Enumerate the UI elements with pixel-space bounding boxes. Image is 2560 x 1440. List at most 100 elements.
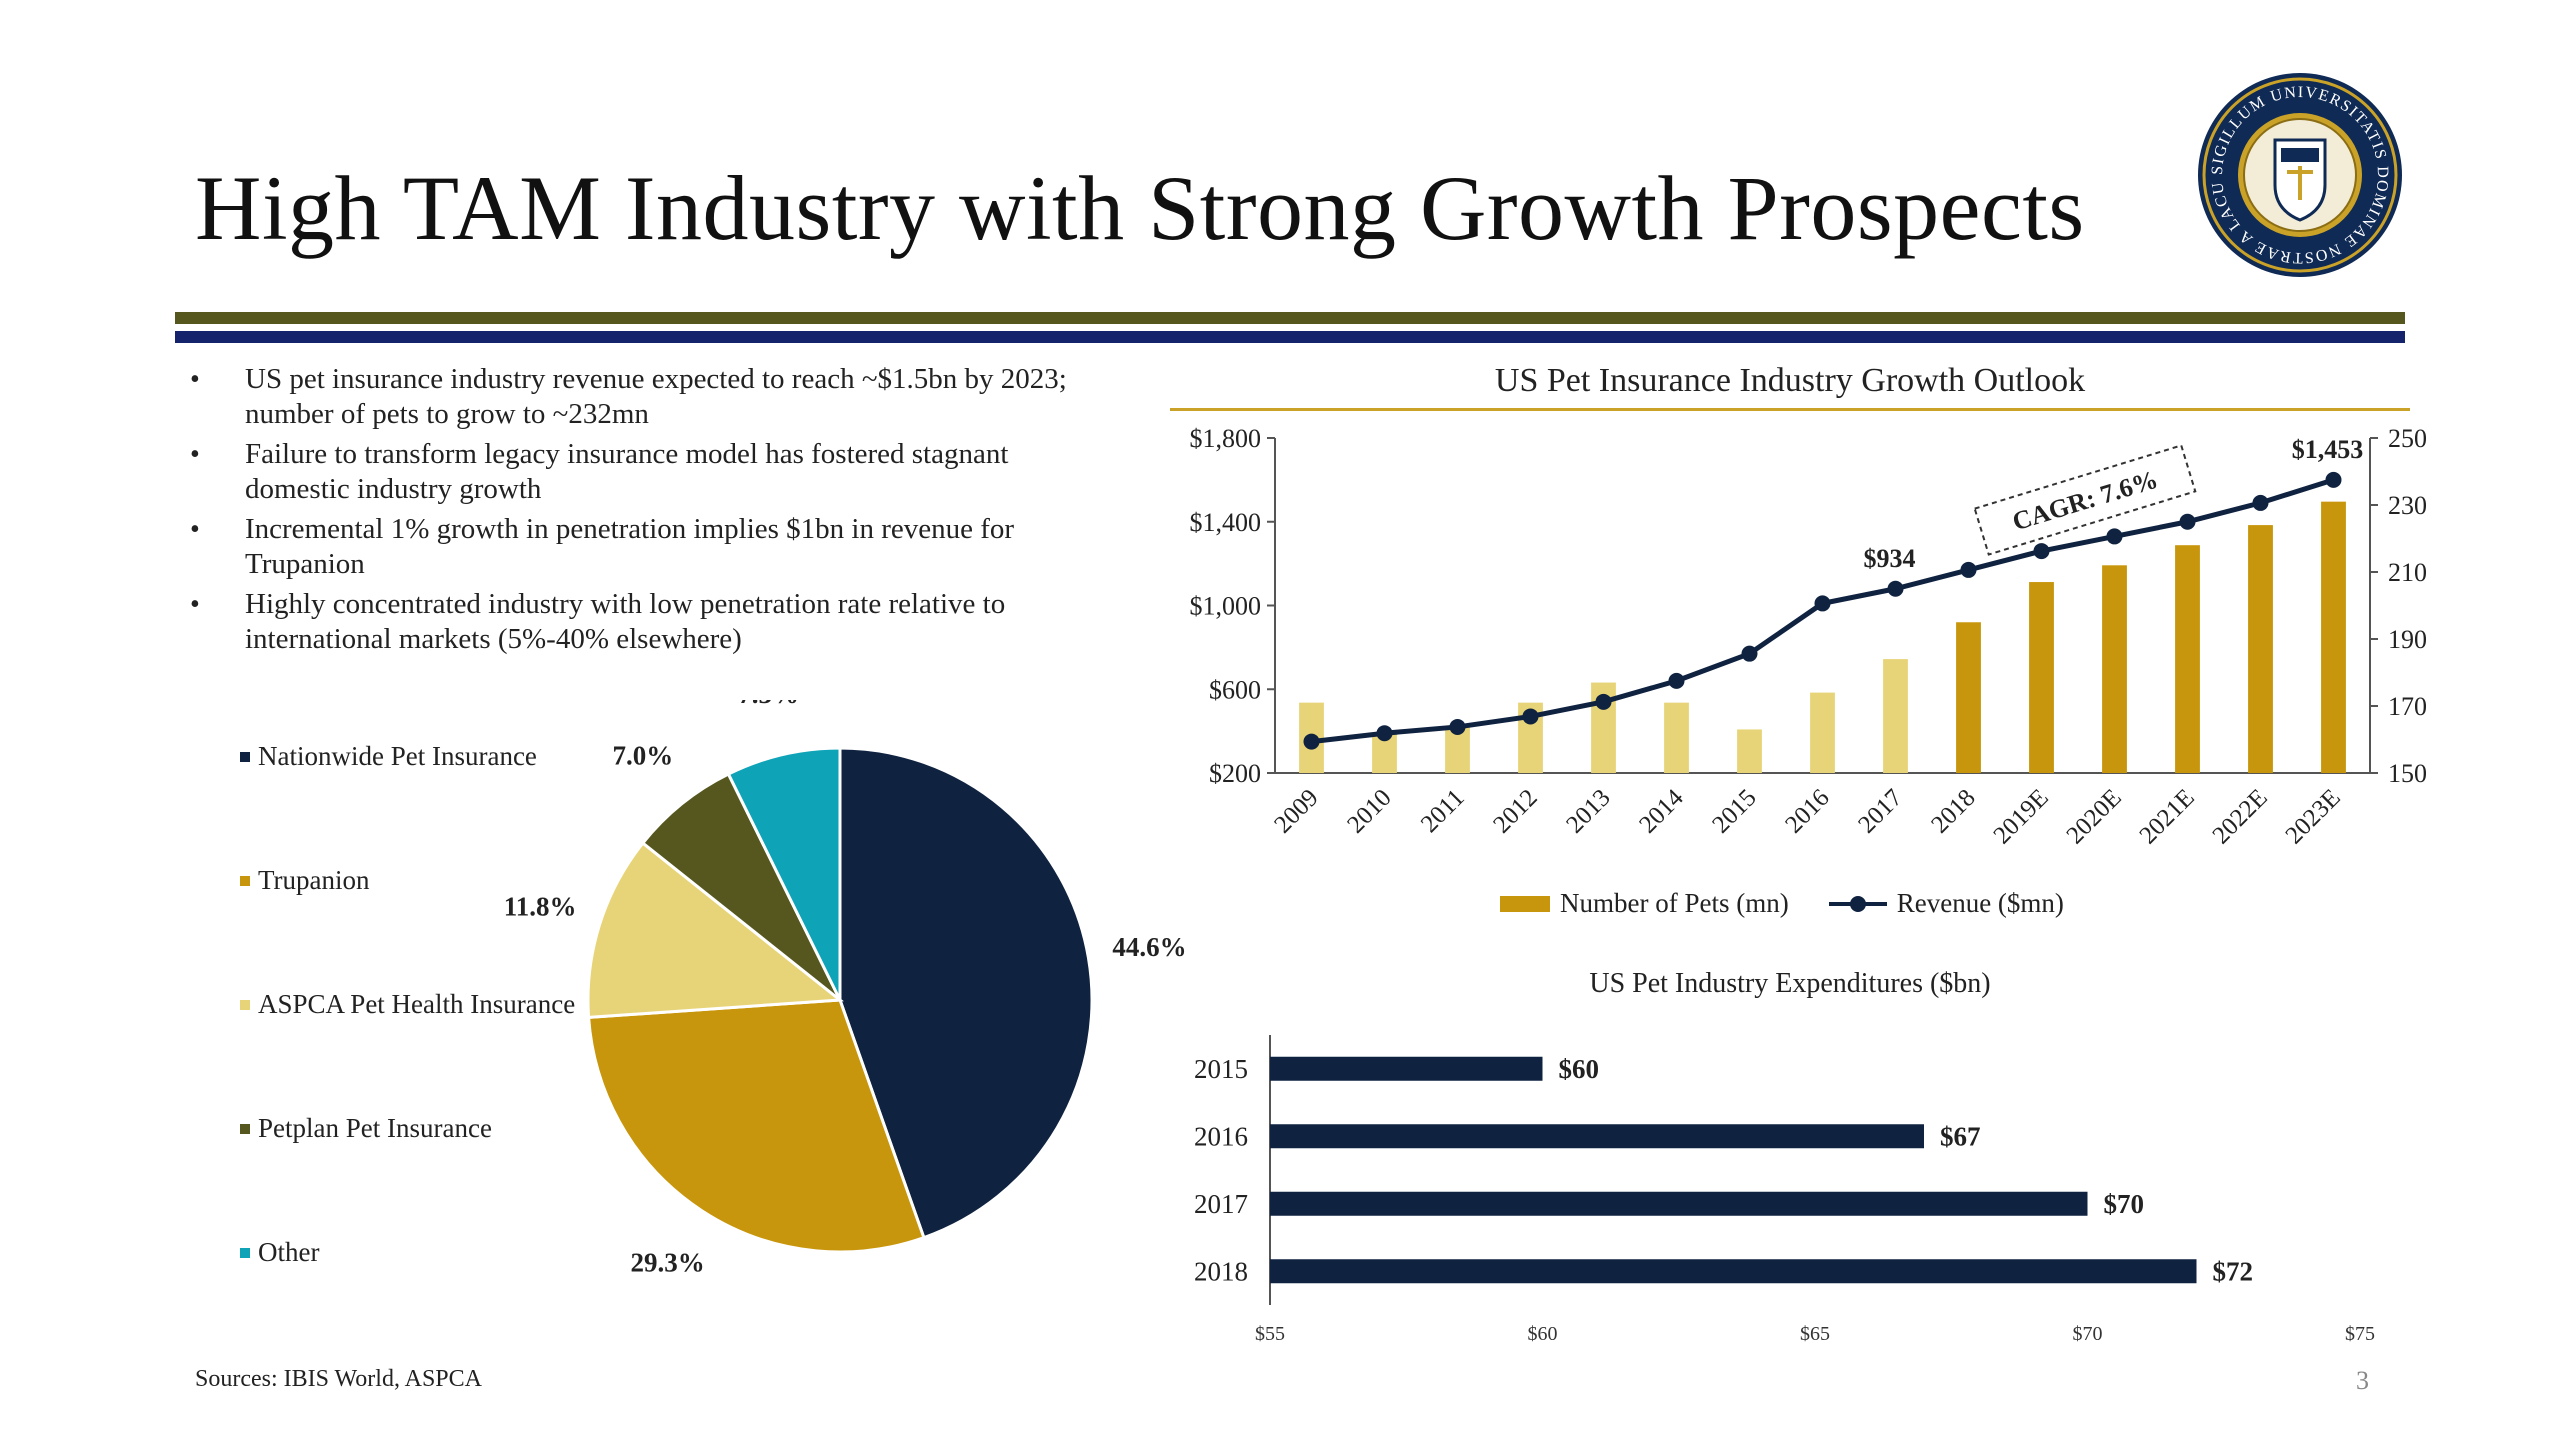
x-axis-tick-label: 2015 — [1707, 784, 1761, 838]
revenue-point — [2252, 494, 2269, 511]
revenue-point — [2106, 528, 2123, 545]
revenue-point — [2325, 471, 2342, 488]
pets-bar — [2321, 501, 2346, 773]
header-rule-olive — [175, 312, 2405, 324]
x-axis-tick-label: $70 — [2073, 1323, 2103, 1345]
right-axis-tick-label: 190 — [2388, 625, 2427, 654]
revenue-data-label: $1,453 — [2292, 435, 2364, 464]
revenue-point — [1668, 672, 1685, 689]
bullet-item: US pet insurance industry revenue expect… — [190, 362, 1110, 432]
pie-slice-label: 44.6% — [1112, 932, 1186, 962]
sources-note: Sources: IBIS World, ASPCA — [195, 1366, 482, 1392]
x-axis-tick-label: 2021E — [2134, 784, 2199, 849]
right-axis-tick-label: 210 — [2388, 558, 2427, 587]
expenditure-value-label: $60 — [1559, 1054, 1600, 1084]
expenditures-bar-chart: 2015 $60 2016 $67 2017 $70 2018 $72 $55 $60 $65 $70… — [1194, 1035, 2375, 1345]
legend-item-revenue: Revenue ($mn) — [1828, 888, 2064, 919]
expenditures-chart-title: US Pet Industry Expenditures ($bn) — [1589, 968, 1991, 999]
y-axis-tick-label: 2016 — [1194, 1121, 1248, 1151]
pie-legend-label: Other — [258, 1237, 320, 1267]
legend-label: Revenue ($mn) — [1896, 888, 2064, 918]
pie-legend-item: ASPCA Pet Health Insurance — [240, 988, 578, 1021]
revenue-point — [2033, 543, 2050, 560]
right-axis-tick-label: 230 — [2388, 491, 2427, 520]
revenue-point — [1303, 733, 1320, 750]
legend-swatch — [240, 1248, 250, 1258]
pets-bar — [1883, 659, 1908, 773]
pets-bar — [1737, 729, 1762, 773]
x-axis-tick-label: 2018 — [1926, 784, 1980, 838]
expenditure-value-label: $72 — [2213, 1256, 2254, 1286]
x-axis-tick-label: $55 — [1255, 1323, 1285, 1345]
y-axis-tick-label: 2017 — [1194, 1189, 1248, 1219]
x-axis-tick-label: 2020E — [2061, 784, 2126, 849]
expenditure-value-label: $67 — [1940, 1121, 1981, 1151]
pie-slice-label: 11.8% — [504, 892, 577, 922]
key-points-list: US pet insurance industry revenue expect… — [190, 362, 1110, 662]
x-axis-tick-label: $75 — [2345, 1323, 2375, 1345]
pie-legend-label: ASPCA Pet Health Insurance — [258, 989, 576, 1019]
revenue-point — [1522, 708, 1539, 725]
x-axis-tick-label: 2019E — [1988, 784, 2053, 849]
left-axis-tick-label: $600 — [1209, 675, 1261, 704]
legend-swatch — [240, 1000, 250, 1010]
revenue-point — [2179, 513, 2196, 530]
bullet-item: Failure to transform legacy insurance mo… — [190, 437, 1110, 507]
bullet-item: Highly concentrated industry with low pe… — [190, 587, 1110, 657]
revenue-point — [1814, 595, 1831, 612]
revenue-point — [1887, 580, 1904, 597]
pie-legend-item: Other — [240, 1236, 578, 1269]
pie-legend-item: Petplan Pet Insurance — [240, 1112, 578, 1145]
right-axis-tick-label: 170 — [2388, 692, 2427, 721]
pets-bar — [1664, 702, 1689, 773]
x-axis-tick-label: $65 — [1800, 1323, 1830, 1345]
expenditure-bar — [1270, 1056, 1543, 1081]
left-axis-tick-label: $1,400 — [1190, 508, 1262, 537]
pets-bar — [2248, 525, 2273, 773]
revenue-point — [1595, 693, 1612, 710]
x-axis-tick-label: 2013 — [1561, 784, 1615, 838]
cagr-annotation: CAGR: 7.6% — [1973, 444, 2197, 556]
pie-legend-label: Nationwide Pet Insurance — [258, 741, 537, 771]
legend-swatch — [240, 752, 250, 762]
pie-slice-label: 7.0% — [613, 741, 674, 771]
pets-bar — [1810, 692, 1835, 773]
pie-legend-item: Nationwide Pet Insurance — [240, 740, 578, 773]
legend-item-pets: Number of Pets (mn) — [1500, 888, 1789, 919]
y-axis-tick-label: 2015 — [1194, 1054, 1248, 1084]
right-axis-tick-label: 250 — [2388, 424, 2427, 453]
growth-outlook-combo-chart: $200 $600 $1,000 $1,400 $1,800 150 170 190 210 23… — [1190, 424, 2428, 849]
market-share-pie-chart: 44.6% 29.3% 11.8% 7.0% 7.3% — [504, 700, 1187, 1277]
revenue-data-label: $934 — [1864, 544, 1916, 573]
university-seal-logo: SIGILLUM UNIVERSITATIS DOMINAE NOSTRAE A… — [2198, 73, 2402, 277]
y-axis-tick-label: 2018 — [1194, 1256, 1248, 1286]
x-axis-tick-label: 2022E — [2207, 784, 2272, 849]
pie-legend-label: Trupanion — [258, 865, 370, 895]
cagr-annotation-box — [1973, 444, 2197, 556]
x-axis-tick-label: 2014 — [1634, 784, 1689, 839]
legend-swatch-bar — [1500, 895, 1550, 912]
pie-legend-item: Trupanion — [240, 864, 578, 897]
pie-slice — [587, 998, 926, 1254]
bullet-item: Incremental 1% growth in penetration imp… — [190, 512, 1110, 582]
pie-slice-label: 7.3% — [738, 700, 799, 709]
pie-legend-label: Petplan Pet Insurance — [258, 1113, 492, 1143]
header-rule-navy — [175, 331, 2405, 343]
pie-slice — [640, 772, 842, 1002]
expenditure-bar — [1270, 1259, 2197, 1284]
pets-bar — [2029, 582, 2054, 773]
x-axis-tick-label: 2011 — [1416, 784, 1470, 838]
x-axis-tick-label: 2012 — [1488, 784, 1542, 838]
pets-bar — [1956, 622, 1981, 773]
pets-bar — [2102, 565, 2127, 773]
page-number: 3 — [2356, 1366, 2369, 1395]
x-axis-tick-label: 2009 — [1269, 784, 1323, 838]
pie-slice — [586, 840, 844, 1020]
x-axis-tick-label: 2017 — [1853, 784, 1907, 838]
growth-outlook-chart-title: US Pet Insurance Industry Growth Outlook — [1170, 362, 2410, 411]
pie-slice-label: 29.3% — [630, 1247, 704, 1277]
legend-label: Number of Pets (mn) — [1560, 888, 1789, 918]
legend-swatch — [240, 1124, 250, 1134]
left-axis-tick-label: $1,000 — [1190, 592, 1262, 621]
expenditure-value-label: $70 — [2104, 1189, 2145, 1219]
